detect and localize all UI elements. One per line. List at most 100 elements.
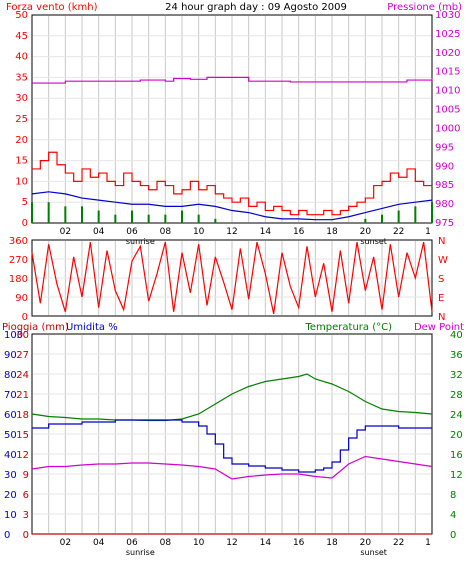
humidity-axis-title: Umidita % xyxy=(66,322,118,333)
series-umidita- xyxy=(32,419,432,473)
series-direction xyxy=(31,241,433,315)
chart-title: 24 hour graph day : 09 Agosto 2009 xyxy=(165,2,347,13)
y-tick-wind: 30 xyxy=(15,93,28,104)
x-tick-label: 22 xyxy=(393,538,404,548)
y-tick-temperature: 16 xyxy=(450,450,463,461)
y-tick-temperature: 0 xyxy=(450,530,456,541)
x-tick-label: 22 xyxy=(393,227,404,237)
sunset-label: sunset xyxy=(360,548,387,557)
y-tick-humidity: 90 xyxy=(4,350,17,361)
compass-label: N xyxy=(438,236,445,247)
series-layer xyxy=(31,76,433,535)
x-tick-label: 20 xyxy=(360,538,372,548)
y-tick-wind: 20 xyxy=(15,135,28,146)
y-tick-rain: 27 xyxy=(16,350,29,361)
y-tick-humidity: 20 xyxy=(4,490,17,501)
rain-axis-title: Pioggia (mm) xyxy=(2,322,69,333)
compass-label: N xyxy=(438,312,445,323)
sunrise-label: sunrise xyxy=(126,548,155,557)
y-tick-direction: 0 xyxy=(22,312,28,323)
x-tick-label: 10 xyxy=(193,227,205,237)
y-tick-temperature: 20 xyxy=(450,430,463,441)
x-tick-label: 16 xyxy=(293,227,305,237)
x-tick-label: 08 xyxy=(160,538,172,548)
series-gust xyxy=(32,151,432,216)
y-tick-wind: 10 xyxy=(15,176,28,187)
y-tick-humidity: 60 xyxy=(4,410,17,421)
y-tick-rain: 3 xyxy=(23,510,29,521)
y-tick-rain: 30 xyxy=(16,330,29,341)
y-tick-pressure: 1030 xyxy=(435,10,460,21)
sunrise-label: sunrise xyxy=(126,237,155,246)
y-tick-pressure: 1010 xyxy=(435,86,460,97)
y-tick-wind: 35 xyxy=(15,72,28,83)
x-tick-label: 10 xyxy=(193,538,205,548)
y-tick-temperature: 32 xyxy=(450,370,463,381)
y-tick-rain: 12 xyxy=(16,450,29,461)
series-dew-point xyxy=(31,455,433,480)
x-tick-label: 12 xyxy=(226,227,237,237)
y-tick-pressure: 980 xyxy=(435,199,454,210)
y-tick-pressure: 995 xyxy=(435,142,454,153)
y-tick-wind: 0 xyxy=(22,218,28,229)
y-tick-rain: 15 xyxy=(16,430,29,441)
y-tick-temperature: 4 xyxy=(450,510,456,521)
series-temperatura-c- xyxy=(31,373,433,422)
y-tick-direction: 90 xyxy=(15,293,28,304)
y-tick-humidity: 40 xyxy=(4,450,17,461)
wind-panel-frame xyxy=(31,14,433,224)
temperature-axis-title: Temperatura (°C) xyxy=(304,322,392,333)
grid-layer xyxy=(33,16,431,533)
x-tick-label: 12 xyxy=(226,538,237,548)
x-tick-label: 1 xyxy=(425,538,431,548)
y-tick-wind: 15 xyxy=(15,156,28,167)
series-pressione-mb- xyxy=(32,76,433,84)
x-tick-label: 06 xyxy=(126,538,138,548)
x-tick-label: 14 xyxy=(260,538,272,548)
y-tick-wind: 45 xyxy=(15,31,28,42)
y-tick-humidity: 30 xyxy=(4,470,17,481)
compass-label: S xyxy=(438,274,444,285)
left-axis-title: Forza vento (kmh) xyxy=(6,2,98,13)
x-tick-label: 08 xyxy=(160,227,172,237)
x-tick-label: 04 xyxy=(93,538,105,548)
right-axis-title: Pressione (mb) xyxy=(387,2,462,13)
y-tick-pressure: 1020 xyxy=(435,48,460,59)
y-tick-rain: 9 xyxy=(23,470,29,481)
y-tick-pressure: 975 xyxy=(435,218,454,229)
y-tick-temperature: 40 xyxy=(450,330,463,341)
x-tick-label: 18 xyxy=(326,538,338,548)
y-tick-humidity: 50 xyxy=(4,430,17,441)
y-tick-rain: 21 xyxy=(16,390,29,401)
y-tick-temperature: 12 xyxy=(450,470,463,481)
compass-label: W xyxy=(438,255,448,266)
direction-panel-frame xyxy=(31,239,433,317)
y-tick-pressure: 1025 xyxy=(435,29,460,40)
y-tick-humidity: 80 xyxy=(4,370,17,381)
y-tick-temperature: 28 xyxy=(450,390,463,401)
y-tick-temperature: 36 xyxy=(450,350,463,361)
y-tick-humidity: 10 xyxy=(4,510,17,521)
y-tick-rain: 6 xyxy=(23,490,29,501)
y-tick-humidity: 70 xyxy=(4,390,17,401)
x-tick-label: 14 xyxy=(260,227,272,237)
y-tick-humidity: 0 xyxy=(4,530,10,541)
y-tick-direction: 360 xyxy=(9,236,28,247)
x-tick-label: 18 xyxy=(326,227,338,237)
x-tick-label: 16 xyxy=(293,538,305,548)
x-tick-label: 1 xyxy=(425,227,431,237)
y-tick-wind: 25 xyxy=(15,114,28,125)
y-tick-temperature: 24 xyxy=(450,410,463,421)
x-tick-label: 04 xyxy=(93,227,105,237)
y-tick-temperature: 8 xyxy=(450,490,456,501)
y-tick-rain: 18 xyxy=(16,410,29,421)
y-tick-pressure: 985 xyxy=(435,180,454,191)
x-tick-label: 06 xyxy=(126,227,138,237)
x-tick-label: 02 xyxy=(60,227,71,237)
series-avg xyxy=(31,191,433,221)
y-tick-humidity: 100 xyxy=(4,330,23,341)
compass-label: E xyxy=(438,293,444,304)
